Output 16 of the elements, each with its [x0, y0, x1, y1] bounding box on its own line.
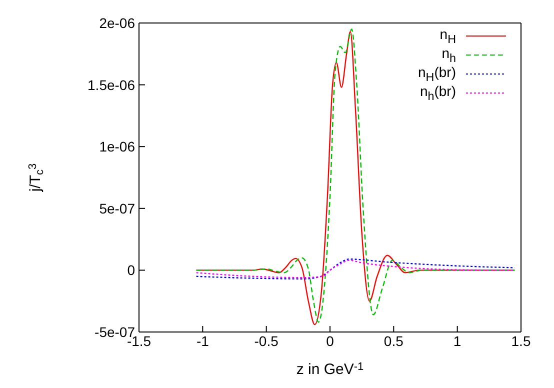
- x-tick-label: 0.5: [384, 332, 404, 349]
- x-tick-label: 0: [326, 332, 334, 349]
- x-tick-label: 1: [453, 332, 462, 349]
- y-tick-label: 0: [127, 262, 136, 278]
- y-tick-label: 1e-06: [99, 138, 136, 155]
- y-tick-label: 5e-07: [99, 200, 136, 216]
- legend-label: n$_{H}$: [440, 26, 456, 46]
- legend-label: n$_{H}$(br): [418, 64, 456, 84]
- y-tick-label: 1.5e-06: [88, 76, 136, 93]
- x-axis-title: z in GeV$^{-1}$: [296, 360, 364, 378]
- legend-label: n$_{h}$(br): [420, 82, 456, 102]
- x-tick-label: -1: [196, 332, 210, 349]
- x-tick-label: -0.5: [254, 332, 279, 349]
- y-tick-label: 2e-06: [99, 14, 136, 31]
- x-tick-label: 1.5: [511, 332, 531, 349]
- legend-label: n$_{h}$: [442, 44, 456, 64]
